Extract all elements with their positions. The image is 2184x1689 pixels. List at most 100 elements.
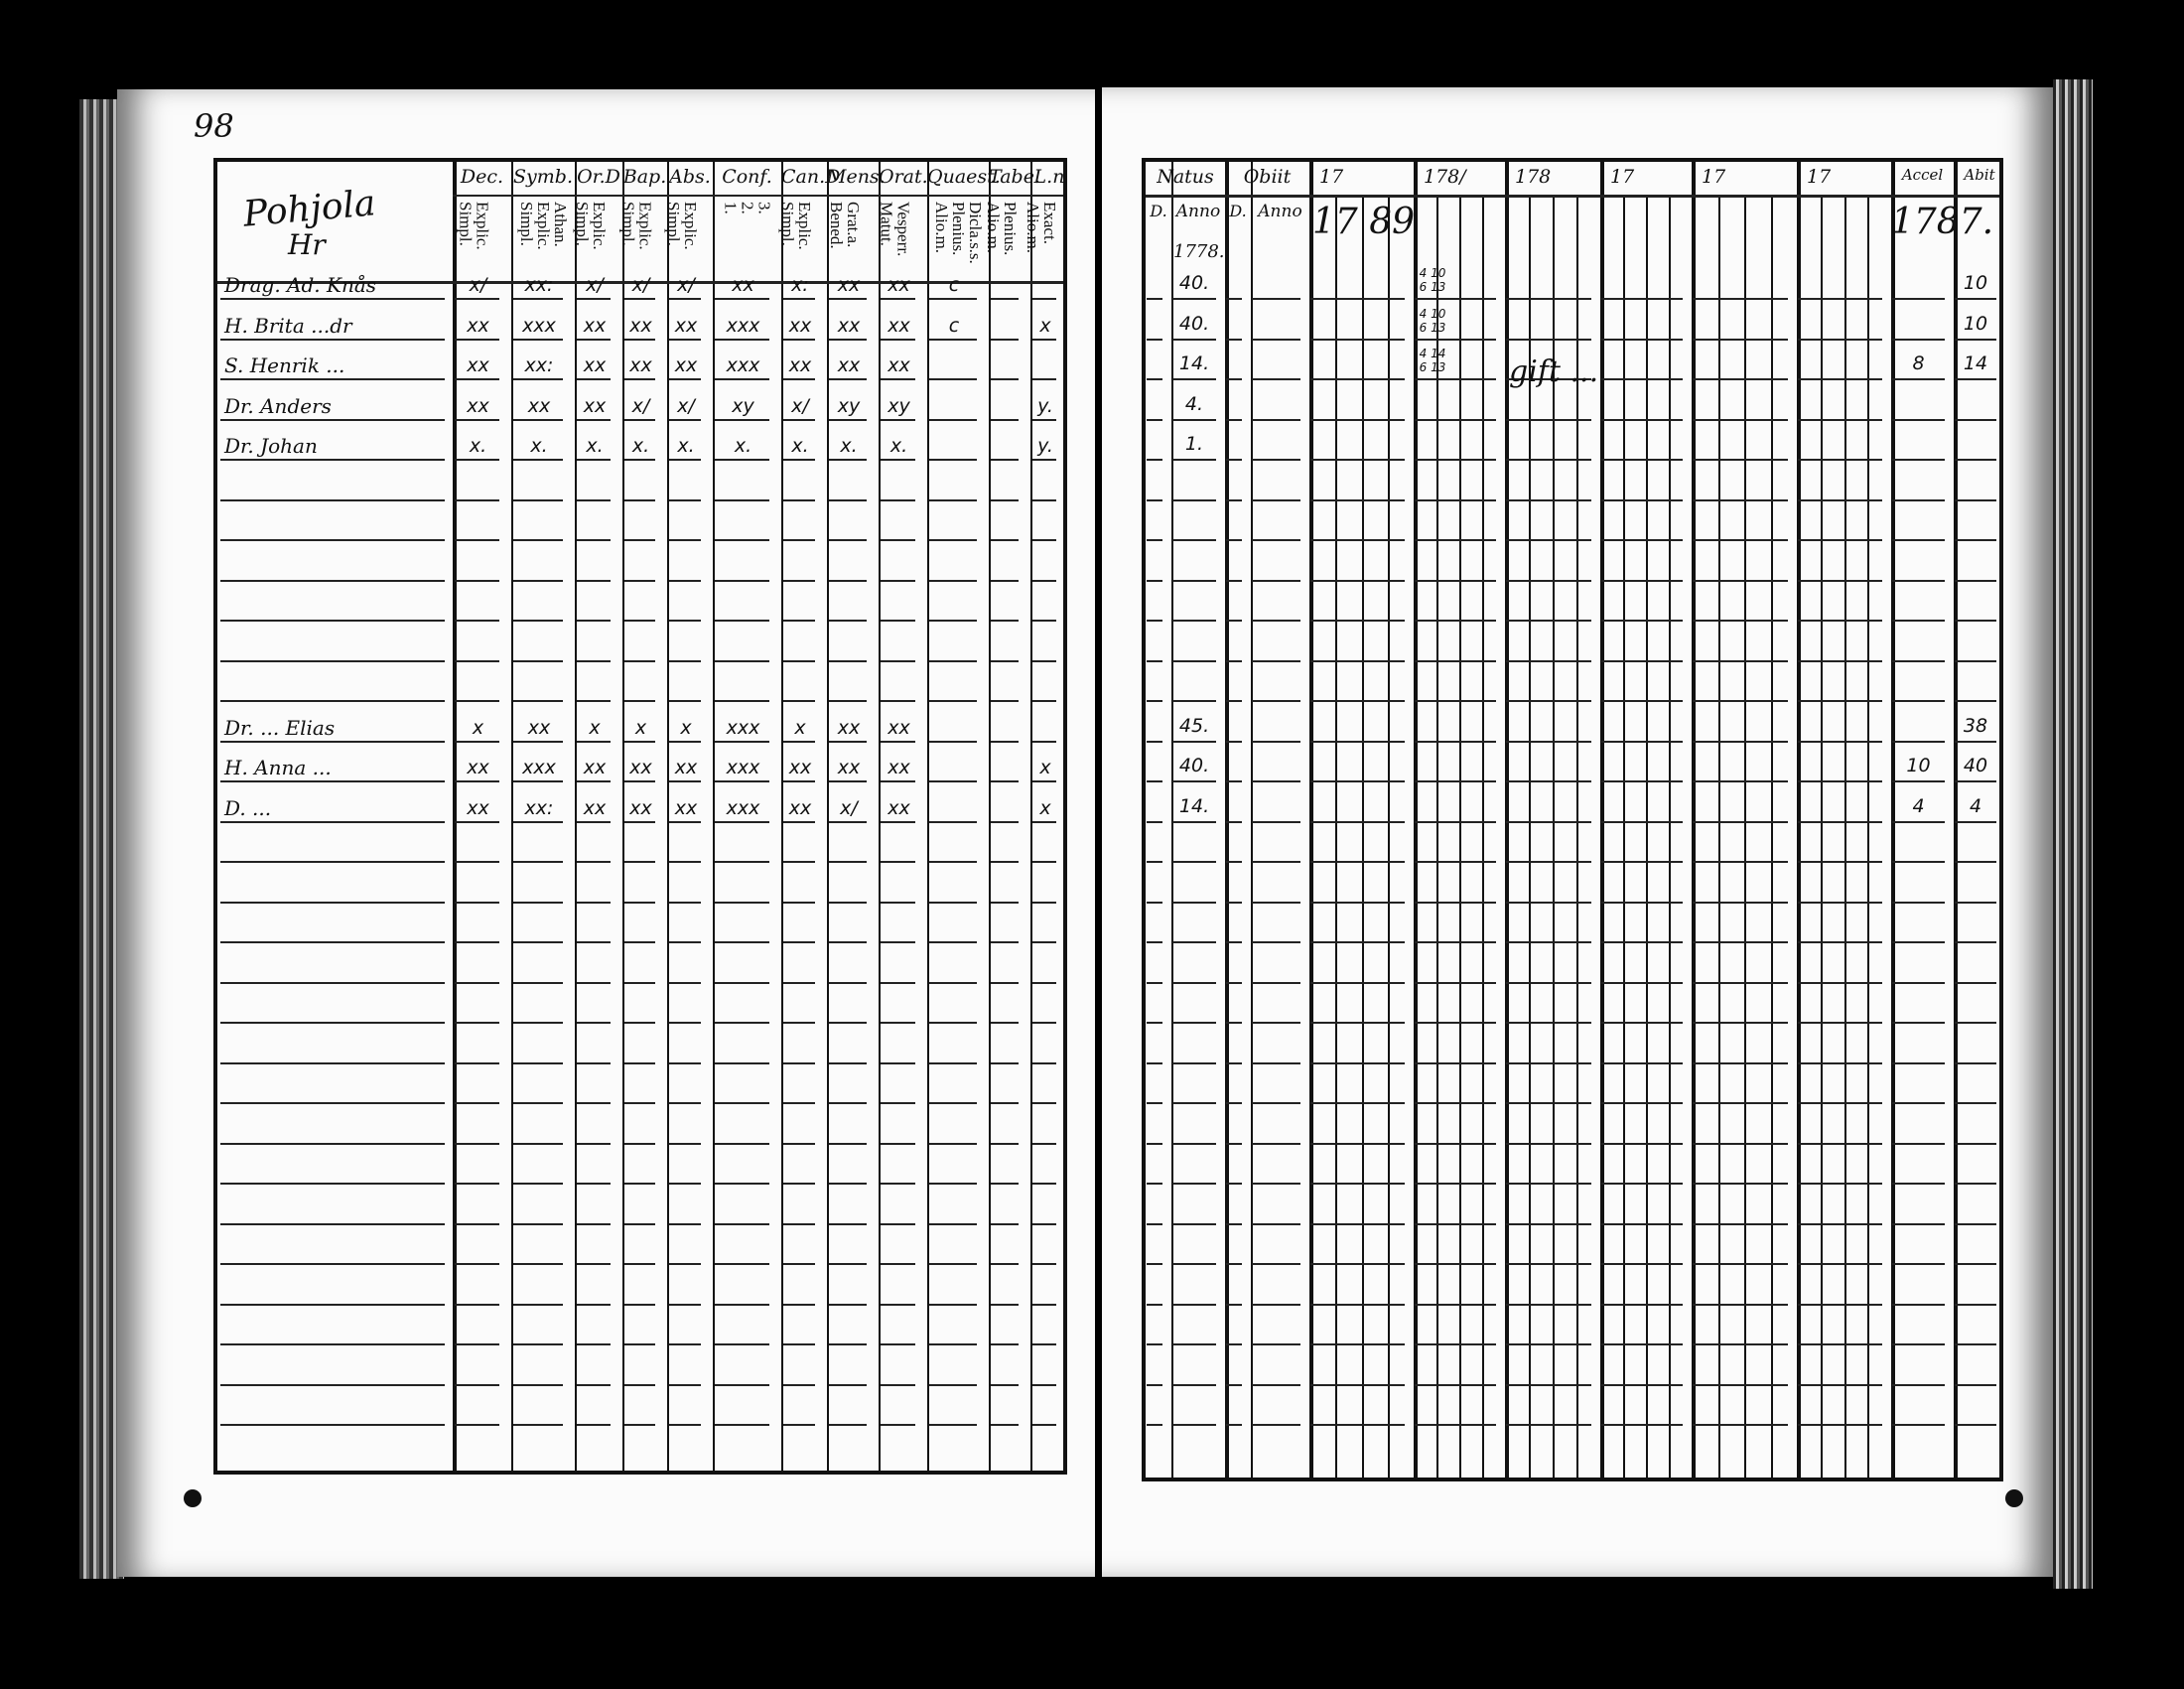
- row-rule: [1955, 861, 1996, 863]
- row-rule: [1601, 620, 1683, 622]
- row-rule: [1693, 1303, 1788, 1306]
- attendance-mark: y.: [1037, 394, 1053, 417]
- row-rule: [991, 941, 1019, 943]
- row-rule: [1892, 1102, 1945, 1104]
- row-rule: [829, 1142, 867, 1145]
- row-rule: [1310, 1022, 1405, 1024]
- row-rule: [624, 740, 655, 743]
- row-rule: [1147, 539, 1162, 541]
- row-rule: [1252, 1424, 1300, 1426]
- row-rule: [669, 620, 701, 622]
- column-subheader: Athan. Explic. Simpl.: [517, 202, 570, 250]
- row-rule: [1252, 1061, 1300, 1064]
- row-rule: [577, 1061, 611, 1064]
- attendance-mark: x: [472, 716, 484, 739]
- row-rule: [829, 1102, 867, 1104]
- row-rule: [1892, 1222, 1945, 1225]
- attendance-mark: xx: [527, 716, 551, 739]
- row-rule: [783, 378, 815, 380]
- row-rule: [1798, 1183, 1882, 1185]
- row-rule: [220, 700, 445, 702]
- row-rule: [669, 1303, 701, 1306]
- row-rule: [1798, 659, 1882, 662]
- row-rule: [929, 418, 977, 421]
- row-rule: [1147, 700, 1162, 702]
- row-rule: [881, 780, 915, 782]
- row-rule: [1506, 1263, 1591, 1265]
- attendance-mark: xx:: [524, 354, 554, 376]
- row-rule: [1798, 981, 1882, 984]
- person-name: S. Henrik ...: [224, 353, 345, 377]
- row-rule: [220, 1424, 445, 1426]
- row-rule: [1310, 1142, 1405, 1145]
- row-rule: [929, 1303, 977, 1306]
- row-rule: [577, 941, 611, 943]
- remark: gift ...: [1509, 354, 1599, 389]
- attendance-mark: x: [1039, 796, 1051, 819]
- row-rule: [991, 1383, 1019, 1386]
- row-rule: [624, 579, 655, 582]
- row-rule: [783, 1343, 815, 1345]
- attendance-mark: x: [589, 716, 601, 739]
- row-rule: [1172, 579, 1216, 582]
- row-rule: [624, 941, 655, 943]
- sub-column-divider: [1459, 198, 1461, 1478]
- row-rule: [783, 1383, 815, 1386]
- row-rule: [1693, 1102, 1788, 1104]
- row-rule: [513, 338, 563, 341]
- row-rule: [1955, 459, 1996, 461]
- row-rule: [783, 1183, 815, 1185]
- row-rule: [829, 659, 867, 662]
- row-rule: [1955, 981, 1996, 984]
- row-rule: [577, 901, 611, 904]
- row-rule: [220, 740, 445, 743]
- column-header: Tabe.: [989, 166, 1040, 188]
- row-rule: [1506, 780, 1591, 782]
- row-rule: [1172, 620, 1216, 622]
- row-rule: [715, 1424, 769, 1426]
- row-rule: [1226, 1142, 1242, 1145]
- row-rule: [829, 981, 867, 984]
- row-rule: [455, 820, 499, 823]
- row-rule: [1147, 981, 1162, 984]
- attendance-mark: xx: [583, 354, 607, 376]
- row-rule: [669, 1263, 701, 1265]
- column-header: Orat.: [879, 166, 928, 188]
- row-rule: [577, 1343, 611, 1345]
- row-rule: [783, 740, 815, 743]
- row-rule: [1147, 1303, 1162, 1306]
- birth-year: 4.: [1184, 392, 1204, 415]
- column-divider: [827, 162, 829, 1471]
- abit-entry: 10: [1963, 272, 1988, 294]
- row-rule: [929, 820, 977, 823]
- row-rule: [577, 1383, 611, 1386]
- row-rule: [881, 1022, 915, 1024]
- row-rule: [1955, 539, 1996, 541]
- row-rule: [1506, 941, 1591, 943]
- row-rule: [1252, 1222, 1300, 1225]
- row-rule: [513, 579, 563, 582]
- row-rule: [991, 780, 1019, 782]
- row-rule: [455, 700, 499, 702]
- attendance-mark: c: [948, 274, 960, 296]
- attendance-mark: xx: [467, 314, 489, 337]
- column-header-year: 17: [1807, 166, 1832, 188]
- person-name: Dr. Anders: [224, 393, 332, 418]
- row-rule: [783, 1424, 815, 1426]
- column-divider: [622, 162, 624, 1471]
- row-rule: [1252, 1303, 1300, 1306]
- row-rule: [1032, 579, 1056, 582]
- row-rule: [929, 498, 977, 501]
- row-rule: [455, 901, 499, 904]
- row-rule: [881, 1183, 915, 1185]
- attendance-mark: xxx: [726, 716, 760, 739]
- attendance-mark: xy: [732, 394, 754, 417]
- row-rule: [1252, 418, 1300, 421]
- sub-column-divider: [1482, 198, 1484, 1478]
- row-rule: [881, 1383, 915, 1386]
- row-rule: [1798, 740, 1882, 743]
- row-rule: [1032, 901, 1056, 904]
- row-rule: [220, 459, 445, 461]
- row-rule: [577, 378, 611, 380]
- row-rule: [881, 418, 915, 421]
